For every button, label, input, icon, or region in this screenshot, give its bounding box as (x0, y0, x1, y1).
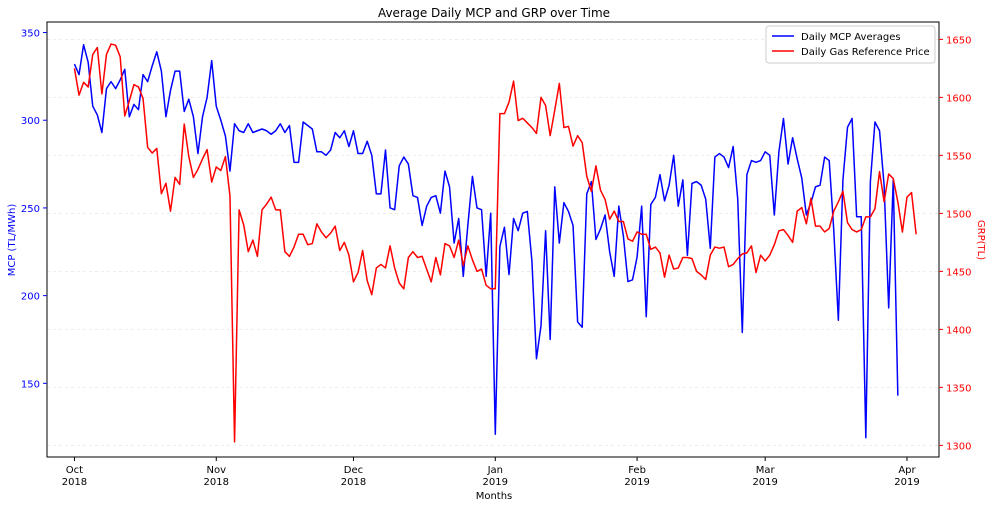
x-tick-label-month: Apr (898, 465, 916, 476)
legend-label-mcp: Daily MCP Averages (801, 32, 901, 43)
legend: Daily MCP Averages Daily Gas Reference P… (765, 25, 936, 64)
x-tick-label-month: Jan (487, 465, 503, 476)
x-tick-label-month: Nov (206, 465, 226, 476)
x-tick-label-year: 2018 (204, 477, 229, 488)
x-tick-label-year: 2019 (483, 477, 508, 488)
x-tick-label-month: Dec (344, 465, 363, 476)
right-y-tick-label: 1400 (946, 325, 971, 336)
legend-label-grp: Daily Gas Reference Price (801, 47, 930, 58)
x-tick-label-month: Feb (628, 465, 646, 476)
x-tick-label-year: 2018 (341, 477, 366, 488)
right-y-tick-label: 1500 (946, 209, 971, 220)
series-line-grp (73, 43, 917, 443)
legend-box (765, 25, 936, 64)
right-y-tick-label: 1550 (946, 151, 971, 162)
x-tick-label-year: 2018 (62, 477, 87, 488)
x-tick-label-year: 2019 (624, 477, 649, 488)
left-y-tick-label: 150 (21, 379, 40, 390)
right-y-tick-label: 1650 (946, 35, 971, 46)
right-y-tick-label: 1450 (946, 267, 971, 278)
chart-title: Average Daily MCP and GRP over Time (378, 6, 610, 20)
right-y-axis: 1300 1350 1400 1450 1500 1550 1600 1650 (939, 35, 971, 452)
plot-frame (46, 21, 940, 458)
left-y-axis: 150 200 250 300 350 (21, 29, 47, 390)
x-axis-label: Months (476, 491, 513, 502)
right-y-tick-label: 1600 (946, 93, 971, 104)
right-y-tick-label: 1300 (946, 441, 971, 452)
x-tick-label-year: 2019 (894, 477, 919, 488)
left-y-tick-label: 250 (21, 204, 40, 215)
left-y-tick-label: 350 (21, 29, 40, 40)
x-axis: Oct2018Nov2018Dec2018Jan2019Feb2019Mar20… (62, 457, 920, 488)
left-y-tick-label: 300 (21, 116, 40, 127)
x-tick-label-month: Oct (66, 465, 83, 476)
x-tick-label-year: 2019 (752, 477, 777, 488)
left-y-tick-label: 200 (21, 292, 40, 303)
series-line-mcp (73, 44, 899, 439)
right-y-tick-label: 1350 (946, 383, 971, 394)
x-tick-label-month: Mar (756, 465, 776, 476)
left-y-axis-label: MCP (TL/MWh) (7, 204, 18, 277)
right-y-axis-label: GRP(TL) (975, 220, 986, 260)
series-lines (73, 43, 917, 443)
